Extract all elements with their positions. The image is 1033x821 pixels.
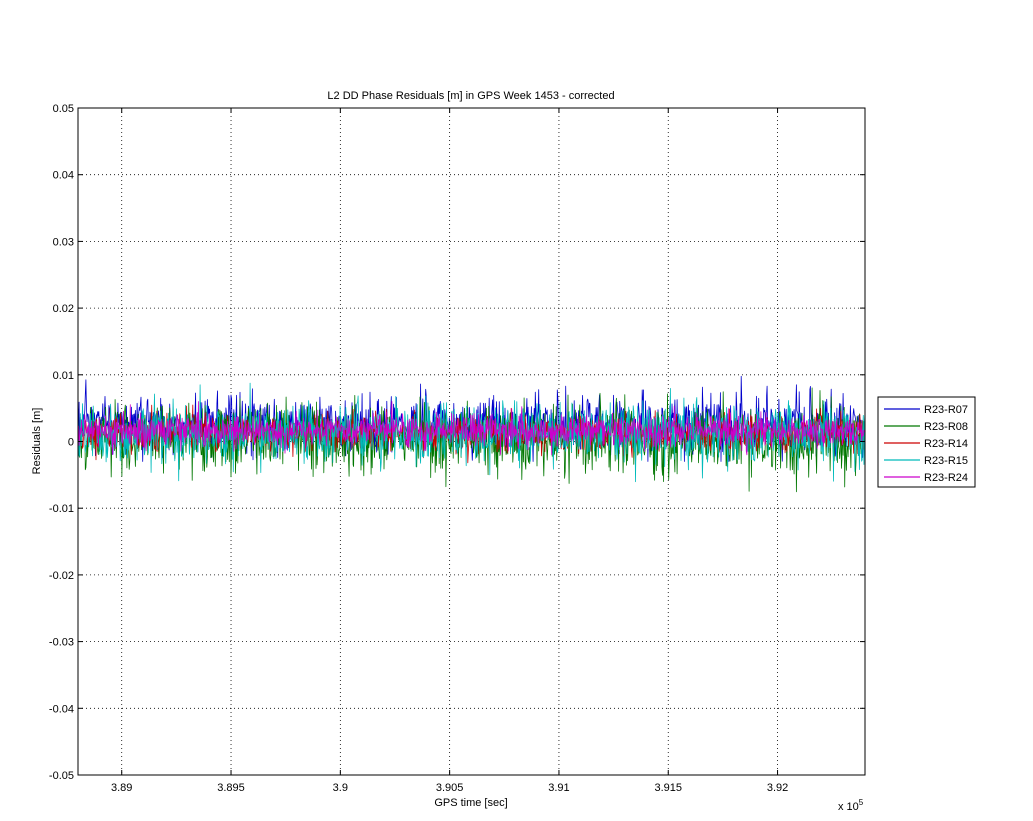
x-tick-label: 3.895 — [217, 782, 245, 794]
x-tick-label: 3.89 — [111, 782, 132, 794]
x-tick-label: 3.92 — [767, 782, 788, 794]
x-exponent-label: x 105 — [838, 798, 864, 813]
legend: R23-R07 R23-R08 R23-R14 R23-R15 R23-R24 — [877, 396, 976, 488]
chart-title: L2 DD Phase Residuals [m] in GPS Week 14… — [327, 90, 614, 102]
y-axis-label: Residuals [m] — [31, 408, 43, 475]
ticks: 3.89 3.895 3.9 3.905 3.91 3.915 3.92 -0.05 -0.04… — [49, 103, 865, 794]
legend-label: R23-R08 — [924, 421, 968, 433]
y-tick-label: 0.02 — [53, 303, 74, 315]
series-layer — [77, 375, 866, 493]
x-exponent-power: 5 — [859, 798, 864, 807]
y-tick-label: -0.04 — [49, 703, 74, 715]
series-line-r23-r24 — [77, 401, 866, 456]
legend-entries: R23-R07 R23-R08 R23-R14 R23-R15 R23-R24 — [884, 404, 968, 484]
y-tick-label: -0.05 — [49, 770, 74, 782]
x-tick-label: 3.91 — [548, 782, 569, 794]
x-tick-label: 3.905 — [436, 782, 464, 794]
y-tick-label: 0.01 — [53, 370, 74, 382]
x-tick-label: 3.915 — [654, 782, 682, 794]
legend-box — [877, 396, 976, 488]
legend-label: R23-R24 — [924, 472, 968, 484]
y-tick-label: 0.05 — [53, 103, 74, 115]
legend-label: R23-R15 — [924, 455, 968, 467]
legend-label: R23-R14 — [924, 438, 968, 450]
legend-label: R23-R07 — [924, 404, 968, 416]
y-tick-label: 0.04 — [53, 170, 74, 182]
y-tick-label: -0.03 — [49, 637, 74, 649]
y-tick-label: 0 — [68, 437, 74, 449]
y-tick-label: 0.03 — [53, 236, 74, 248]
x-tick-label: 3.9 — [333, 782, 348, 794]
y-tick-label: -0.02 — [49, 570, 74, 582]
x-axis-label: GPS time [sec] — [434, 797, 507, 809]
y-tick-label: -0.01 — [49, 503, 74, 515]
x-exponent-base: x 10 — [838, 801, 859, 813]
